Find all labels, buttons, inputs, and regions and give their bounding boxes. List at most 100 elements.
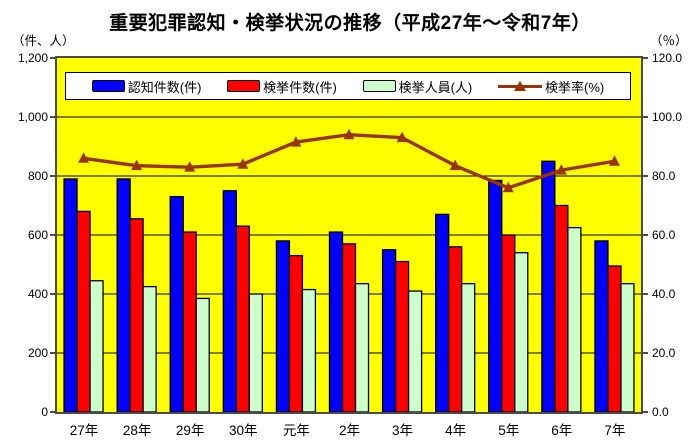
bar-cleared-cases-6年 xyxy=(554,204,569,412)
x-axis-label-4年: 4年 xyxy=(445,423,467,438)
bar-persons-arrested-3年 xyxy=(407,290,423,412)
bar-recognized-cases-2年 xyxy=(328,231,344,412)
bar-recognized-cases-7年 xyxy=(594,240,609,412)
right-axis-tick-mark xyxy=(643,116,648,118)
clearance-rate-marker-3年 xyxy=(396,131,408,143)
left-axis-tick-label: 600 xyxy=(27,228,48,242)
bar-persons-arrested-28年 xyxy=(142,285,157,412)
right-axis-tick-label: 80.0 xyxy=(652,169,676,183)
bar-persons-arrested-27年 xyxy=(89,280,104,412)
clearance-rate-marker-6年 xyxy=(555,164,567,175)
right-axis-tick-label: 100.0 xyxy=(652,110,683,124)
right-axis-tick-label: 40.0 xyxy=(652,287,676,301)
clearance-rate-marker-7年 xyxy=(608,155,620,166)
clearance-rate-marker-4年 xyxy=(449,159,461,171)
x-axis-label-30年: 30年 xyxy=(229,423,258,438)
bar-recognized-cases-27年 xyxy=(63,178,78,412)
bar-recognized-cases-30年 xyxy=(222,190,237,412)
left-axis-tick-label: 800 xyxy=(27,169,48,183)
left-axis-tick-label: 400 xyxy=(27,287,48,301)
legend-label-cleared-cases: 検挙件数(件) xyxy=(263,79,337,95)
clearance-rate-marker-29年 xyxy=(184,161,196,172)
legend-swatch-recognized-cases xyxy=(91,80,125,92)
right-axis-tick-label: 0.0 xyxy=(652,405,669,419)
bar-recognized-cases-4年 xyxy=(435,213,450,412)
right-axis-tick-mark xyxy=(643,293,648,295)
clearance-rate-line xyxy=(83,132,615,190)
bar-cleared-cases-29年 xyxy=(182,231,197,412)
bar-recognized-cases-28年 xyxy=(116,178,131,412)
bar-recognized-cases-5年 xyxy=(488,179,503,412)
legend-swatch-cleared-cases xyxy=(227,80,261,92)
clearance-rate-marker-元年 xyxy=(290,136,302,147)
bar-recognized-cases-6年 xyxy=(541,160,556,412)
left-axis-tick-mark xyxy=(50,116,55,118)
bar-persons-arrested-4年 xyxy=(461,283,476,412)
clearance-rate-marker-2年 xyxy=(343,128,355,140)
legend-label-recognized-cases: 認知件数(件) xyxy=(127,79,202,95)
legend-item-clearance-rate: 検挙率(%) xyxy=(498,77,604,96)
right-axis-unit-label: （％） xyxy=(650,34,688,48)
bar-recognized-cases-29年 xyxy=(169,195,184,412)
left-axis-tick-label: 200 xyxy=(27,346,48,360)
left-axis-unit-label: （件、人） xyxy=(12,34,75,48)
bar-persons-arrested-6年 xyxy=(567,226,582,412)
legend-line-marker-icon xyxy=(498,80,543,92)
x-axis-label-28年: 28年 xyxy=(122,423,152,438)
chart-canvas xyxy=(57,116,641,412)
x-axis-label-29年: 29年 xyxy=(175,423,205,438)
right-axis-tick-mark xyxy=(643,57,648,59)
bar-persons-arrested-2年 xyxy=(354,283,370,412)
left-axis-tick-mark xyxy=(50,293,55,295)
bar-persons-arrested-元年 xyxy=(301,288,317,412)
legend: 認知件数(件) 検挙件数(件) 検挙人員(人) 検挙率(%) xyxy=(65,72,631,100)
right-axis-tick-label: 120.0 xyxy=(652,51,683,65)
bar-cleared-cases-28年 xyxy=(129,218,144,412)
x-axis-label-7年: 7年 xyxy=(604,423,626,438)
left-axis-tick-label: 1,000 xyxy=(17,110,48,124)
clearance-rate-marker-30年 xyxy=(237,158,249,169)
legend-item-cleared-cases: 検挙件数(件) xyxy=(227,77,337,96)
bar-persons-arrested-7年 xyxy=(620,283,635,412)
right-axis-tick-mark xyxy=(643,352,648,354)
bar-cleared-cases-5年 xyxy=(501,234,516,412)
x-axis-label-6年: 6年 xyxy=(551,423,573,438)
left-axis-tick-mark xyxy=(50,352,55,354)
right-axis-tick-label: 60.0 xyxy=(652,228,676,242)
legend-item-recognized-cases: 認知件数(件) xyxy=(91,77,202,96)
right-axis-tick-mark xyxy=(643,234,648,236)
bar-cleared-cases-元年 xyxy=(288,254,304,412)
left-axis-tick-mark xyxy=(50,175,55,177)
bar-cleared-cases-7年 xyxy=(607,265,622,412)
bar-cleared-cases-27年 xyxy=(76,210,91,412)
x-axis-label-2年: 2年 xyxy=(338,423,360,438)
bar-recognized-cases-元年 xyxy=(275,240,291,412)
clearance-rate-marker-27年 xyxy=(78,152,90,163)
left-axis-tick-label: 0 xyxy=(41,405,48,419)
left-axis-tick-mark xyxy=(50,234,55,236)
bar-persons-arrested-5年 xyxy=(514,252,529,412)
bar-recognized-cases-3年 xyxy=(381,249,397,412)
chart-title: 重要犯罪認知・検挙状況の推移（平成27年～令和7年） xyxy=(109,13,591,34)
bar-persons-arrested-30年 xyxy=(248,293,263,412)
bar-cleared-cases-2年 xyxy=(341,243,357,412)
x-axis-label-5年: 5年 xyxy=(498,423,520,438)
x-axis-label-27年: 27年 xyxy=(69,423,99,438)
right-axis-tick-mark xyxy=(643,411,648,413)
bar-cleared-cases-4年 xyxy=(448,246,463,412)
bar-cleared-cases-3年 xyxy=(394,260,410,412)
legend-label-persons-arrested: 検挙人員(人) xyxy=(398,79,473,95)
right-axis-tick-label: 20.0 xyxy=(652,346,676,360)
right-axis-tick-mark xyxy=(643,175,648,177)
bar-cleared-cases-30年 xyxy=(235,225,250,412)
clearance-rate-marker-5年 xyxy=(502,181,514,193)
legend-swatch-persons-arrested xyxy=(362,80,396,92)
x-axis-label-元年: 元年 xyxy=(282,423,310,438)
plot-area: 認知件数(件) 検挙件数(件) 検挙人員(人) 検挙率(%) xyxy=(55,56,643,414)
bar-persons-arrested-29年 xyxy=(195,297,210,412)
clearance-rate-marker-28年 xyxy=(131,159,143,171)
left-axis-tick-mark xyxy=(50,57,55,59)
legend-label-clearance-rate: 検挙率(%) xyxy=(545,79,605,95)
left-axis-tick-mark xyxy=(50,411,55,413)
